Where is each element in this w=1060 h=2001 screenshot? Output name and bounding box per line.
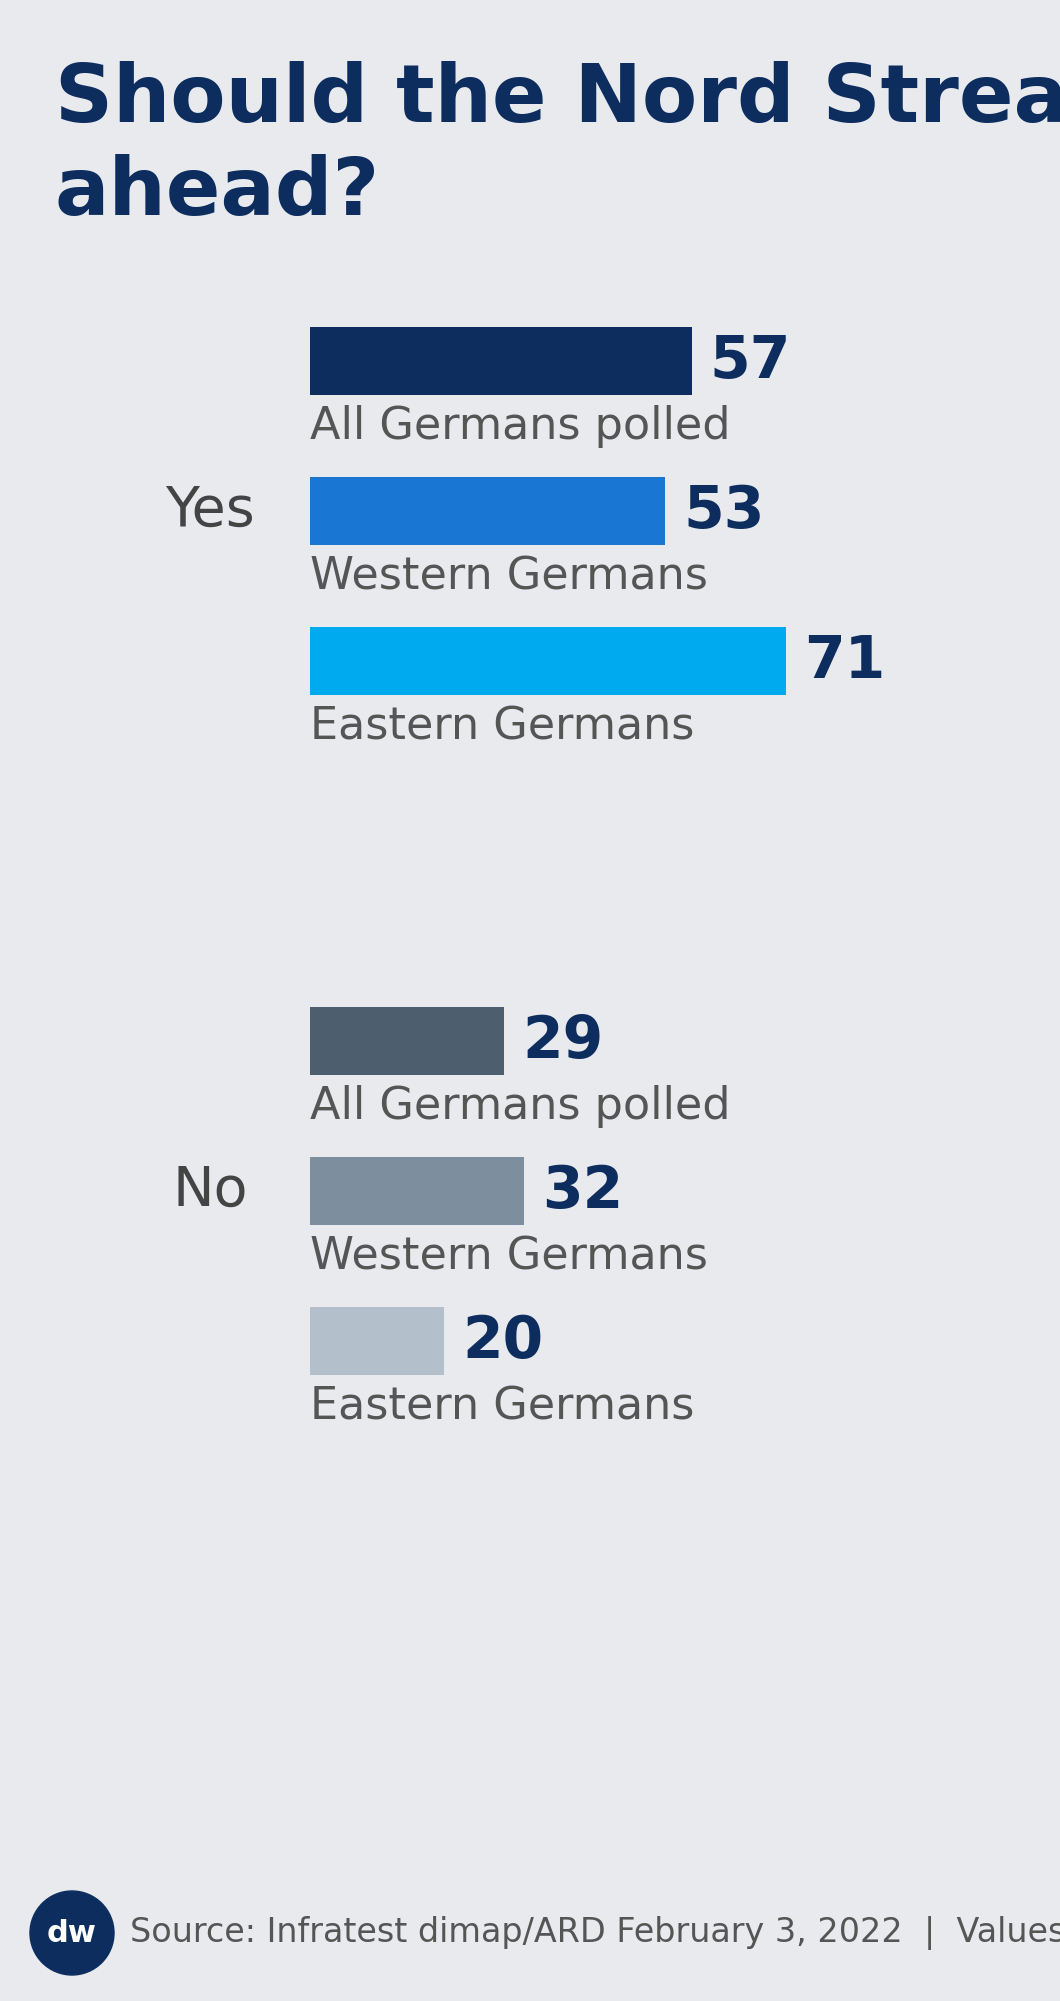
Text: Eastern Germans: Eastern Germans <box>310 704 694 748</box>
Text: 20: 20 <box>462 1313 543 1369</box>
Text: Western Germans: Western Germans <box>310 1235 708 1279</box>
Text: All Germans polled: All Germans polled <box>310 1085 730 1129</box>
Text: Eastern Germans: Eastern Germans <box>310 1385 694 1429</box>
Text: Yes: Yes <box>165 484 254 538</box>
Text: 32: 32 <box>543 1163 623 1219</box>
Text: Western Germans: Western Germans <box>310 554 708 598</box>
Text: Source: Infratest dimap/ARD February 3, 2022  |  Values in %: Source: Infratest dimap/ARD February 3, … <box>130 1917 1060 1951</box>
Text: 71: 71 <box>803 632 885 690</box>
Text: Should the Nord Stream 2 pipeline go
ahead?: Should the Nord Stream 2 pipeline go ahe… <box>55 60 1060 232</box>
Bar <box>310 326 692 394</box>
Bar <box>310 1157 525 1225</box>
Bar <box>310 626 785 694</box>
Text: 29: 29 <box>523 1013 603 1069</box>
Bar <box>310 476 665 544</box>
Bar <box>310 1307 444 1375</box>
Circle shape <box>30 1891 114 1975</box>
Text: 53: 53 <box>683 482 764 540</box>
Text: 57: 57 <box>710 332 791 390</box>
Text: All Germans polled: All Germans polled <box>310 404 730 448</box>
Bar <box>310 1007 505 1075</box>
Text: No: No <box>172 1165 248 1219</box>
Text: dw: dw <box>47 1919 96 1947</box>
